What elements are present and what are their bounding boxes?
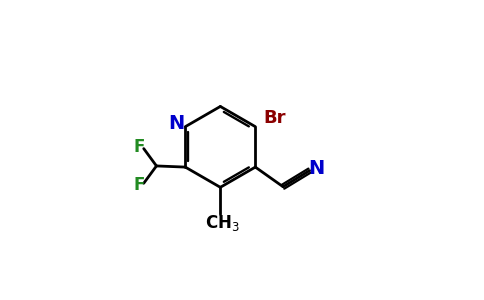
Text: N: N <box>308 159 324 178</box>
Text: Br: Br <box>264 109 286 127</box>
Text: N: N <box>168 114 185 134</box>
Text: CH$_3$: CH$_3$ <box>205 213 240 232</box>
Text: F: F <box>134 138 145 156</box>
Text: F: F <box>134 176 145 194</box>
